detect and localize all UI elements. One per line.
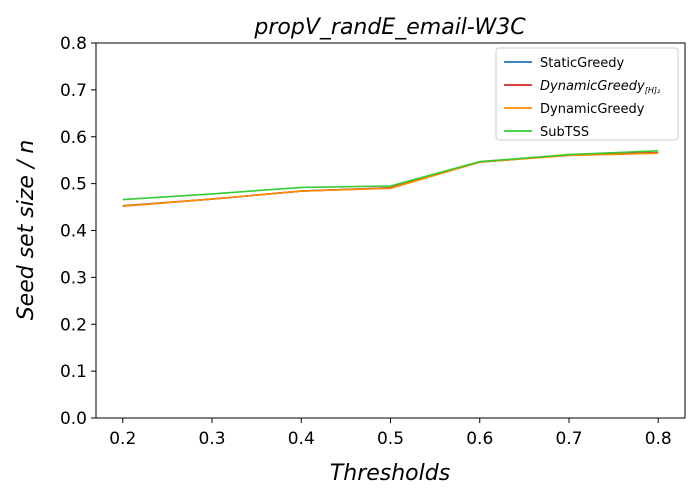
y-axis: 0.0 0.1 0.2 0.3 0.4 0.5 0.6 0.7 0.8 [60,34,96,429]
y-tick-label: 0.6 [60,128,87,148]
x-tick-label: 0.7 [555,429,582,449]
series-group [122,150,659,207]
x-tick-label: 0.6 [466,429,493,449]
x-tick-label: 0.3 [198,429,225,449]
legend-item: SubTSS [504,125,589,140]
y-tick-label: 0.5 [60,175,87,195]
chart-title: propV_randE_email-W3C [253,15,526,40]
y-tick-label: 0.1 [60,362,87,382]
legend-label: StaticGreedy [540,56,625,71]
legend-item: StaticGreedy [504,56,625,71]
legend-label: DynamicGreedy[H]₂ [540,79,661,95]
legend-box [495,47,679,141]
x-axis: 0.2 0.3 0.4 0.5 0.6 0.7 0.8 [109,418,672,449]
x-tick-label: 0.5 [377,429,404,449]
y-axis-title: Seed set size / n [14,140,39,321]
y-tick-label: 0.7 [60,81,87,101]
series-line-staticgreedy [122,151,659,207]
x-tick-label: 0.4 [288,429,315,449]
legend-item: DynamicGreedy[H]₂ [504,79,661,95]
x-axis-title: Thresholds [330,461,450,486]
legend: StaticGreedy DynamicGreedy[H]₂ DynamicGree… [495,47,679,141]
legend-item: DynamicGreedy [504,102,645,117]
series-line-dynamicgreedy [122,152,659,207]
x-tick-label: 0.2 [109,429,136,449]
y-tick-label: 0.8 [60,34,87,54]
y-tick-label: 0.2 [60,315,87,335]
series-line-dynamicgreedy-h-2 [122,151,659,207]
series-line-subtss [122,150,659,201]
y-tick-label: 0.4 [60,222,87,242]
x-tick-label: 0.8 [645,429,672,449]
y-tick-label: 0.0 [60,409,87,429]
legend-label: SubTSS [540,125,589,140]
legend-label: DynamicGreedy [540,102,645,117]
y-tick-label: 0.3 [60,268,87,288]
